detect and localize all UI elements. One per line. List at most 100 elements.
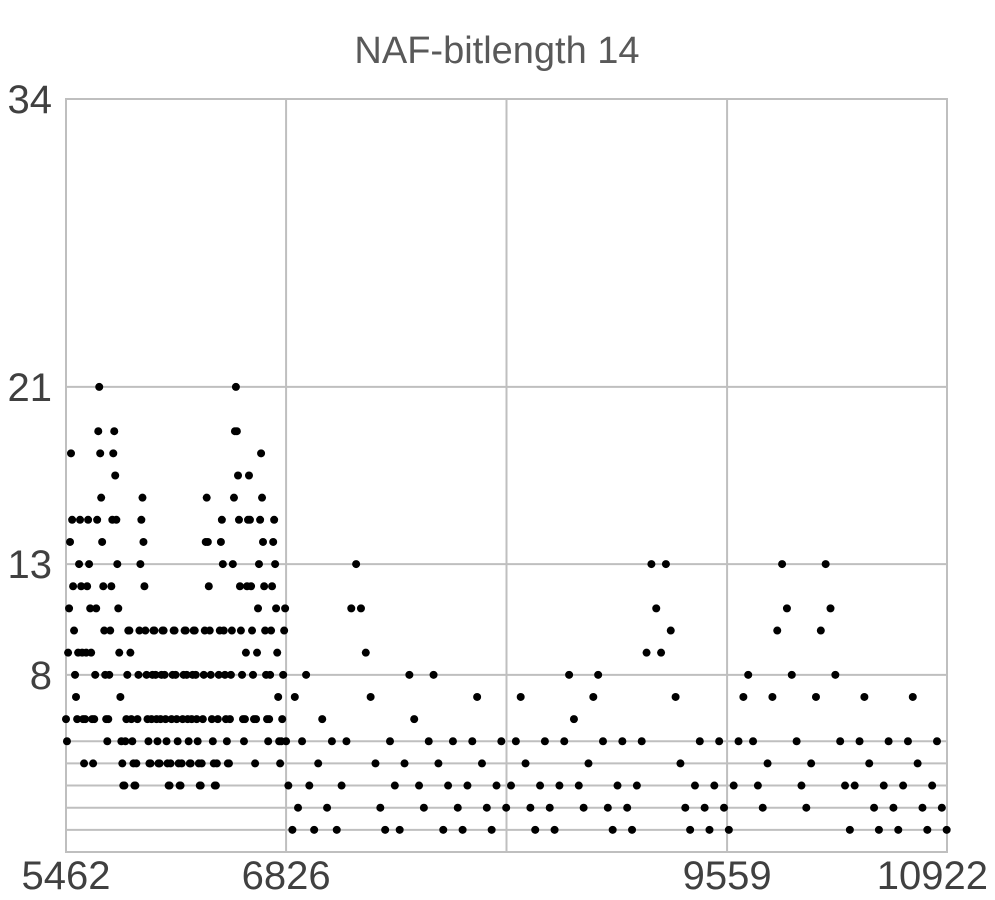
data-point: [376, 803, 385, 812]
data-point: [613, 781, 622, 790]
data-point: [118, 759, 127, 768]
data-point: [797, 781, 806, 790]
data-point: [657, 648, 666, 657]
data-point: [937, 803, 946, 812]
data-point: [705, 825, 714, 834]
data-point: [531, 825, 540, 834]
data-point: [439, 825, 448, 834]
data-point: [105, 670, 114, 679]
data-point: [889, 803, 898, 812]
data-point: [211, 781, 220, 790]
data-point: [584, 759, 593, 768]
data-point: [381, 825, 390, 834]
data-point: [318, 715, 327, 724]
data-point: [290, 692, 299, 701]
data-point: [90, 715, 99, 724]
data-point: [236, 626, 245, 635]
data-point: [235, 582, 244, 591]
data-point: [95, 382, 104, 391]
data-point: [923, 825, 932, 834]
data-point: [184, 737, 193, 746]
data-point: [280, 626, 289, 635]
data-point: [314, 759, 323, 768]
data-point: [142, 670, 151, 679]
data-point: [913, 759, 922, 768]
data-point: [65, 604, 74, 613]
data-point: [245, 515, 254, 524]
data-point: [98, 537, 107, 546]
data-point: [415, 781, 424, 790]
data-point: [257, 449, 266, 458]
data-point: [72, 692, 81, 701]
x-tick-label: 6826: [242, 854, 331, 898]
data-point: [229, 493, 238, 502]
data-point: [141, 626, 150, 635]
y-tick-label: 8: [30, 654, 52, 698]
data-point: [782, 604, 791, 613]
data-point: [96, 449, 105, 458]
data-point: [251, 759, 260, 768]
data-point: [170, 626, 179, 635]
data-point: [594, 670, 603, 679]
data-point: [477, 759, 486, 768]
data-point: [159, 626, 168, 635]
data-point: [792, 737, 801, 746]
data-point: [608, 825, 617, 834]
data-point: [80, 759, 89, 768]
data-point: [502, 803, 511, 812]
data-point: [238, 670, 247, 679]
data-point: [918, 803, 927, 812]
data-point: [75, 560, 84, 569]
x-tick-label: 5462: [22, 854, 111, 898]
data-point: [463, 781, 472, 790]
data-point: [739, 692, 748, 701]
data-point: [265, 715, 274, 724]
y-axis-tick-labels: 8 13 21 34: [8, 78, 53, 698]
data-point: [686, 825, 695, 834]
data-point: [93, 515, 102, 524]
data-point: [110, 427, 119, 436]
data-point: [802, 803, 811, 812]
data-point: [816, 626, 825, 635]
data-point: [870, 803, 879, 812]
data-point: [579, 803, 588, 812]
data-point: [569, 715, 578, 724]
data-point: [565, 670, 574, 679]
data-point: [153, 737, 162, 746]
data-point: [274, 692, 283, 701]
data-point: [276, 759, 285, 768]
data-point: [695, 737, 704, 746]
data-point: [288, 825, 297, 834]
data-point: [91, 670, 100, 679]
data-point: [942, 825, 951, 834]
data-point: [127, 715, 136, 724]
data-point: [126, 648, 135, 657]
x-tick-label: 10922: [877, 854, 988, 898]
data-point: [637, 737, 646, 746]
data-point: [386, 737, 395, 746]
data-point: [545, 803, 554, 812]
data-point: [113, 560, 122, 569]
data-point: [589, 692, 598, 701]
data-point: [453, 803, 462, 812]
data-point: [342, 737, 351, 746]
data-point: [932, 737, 941, 746]
data-point: [161, 715, 170, 724]
data-point: [71, 670, 80, 679]
data-point: [628, 825, 637, 834]
data-point: [258, 493, 267, 502]
data-point: [155, 759, 164, 768]
data-point: [134, 670, 143, 679]
data-point: [429, 670, 438, 679]
data-point: [136, 560, 145, 569]
data-point: [213, 715, 222, 724]
data-point: [197, 759, 206, 768]
data-point: [151, 670, 160, 679]
data-point: [181, 626, 190, 635]
data-point: [216, 537, 225, 546]
data-point: [323, 803, 332, 812]
x-tick-label: 9559: [683, 854, 772, 898]
plot-area: [65, 98, 948, 853]
data-point: [874, 825, 883, 834]
